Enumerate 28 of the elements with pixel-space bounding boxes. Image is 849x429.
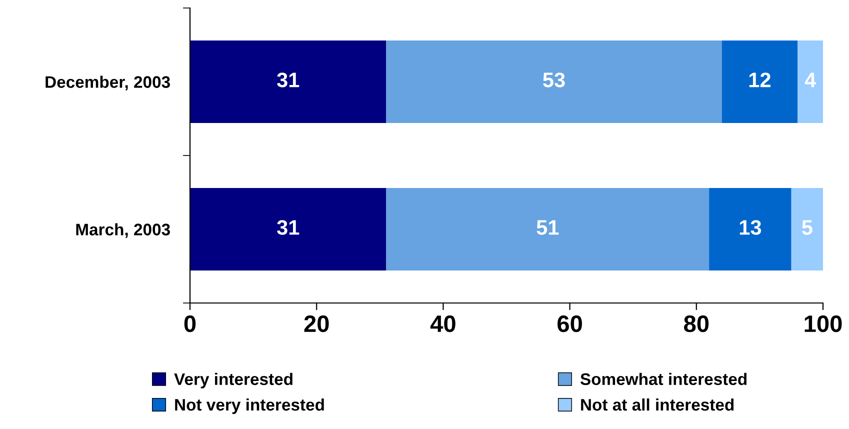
data-label: 31 [277,72,300,88]
bar [190,188,386,271]
x-tick-label: 80 [684,315,709,332]
data-label: 5 [802,220,812,235]
x-tick-label: 100 [804,315,842,332]
bar [722,40,798,124]
legend-label: Somewhat interested [580,372,747,386]
bar [709,188,792,271]
x-tick-label: 20 [304,315,329,332]
bar [386,40,722,124]
data-label: 51 [536,220,559,235]
bar [386,188,710,271]
legend-label: Not at all interested [581,398,734,411]
y-tick-label: December, 2003 [46,76,170,90]
data-label: 12 [749,72,770,88]
legend-label: Very interested [174,372,292,388]
bar [791,188,823,271]
data-label: 53 [543,72,565,88]
bar [798,40,823,124]
data-label: 31 [277,220,300,235]
x-tick-label: 60 [558,315,582,332]
legend-label: Not very interested [175,398,324,414]
data-label: 13 [740,220,762,235]
x-tick-label: 40 [430,315,456,332]
x-tick-label: 0 [184,315,196,332]
y-tick-label: March, 2003 [76,223,170,238]
bar [190,40,386,124]
data-label: 4 [804,72,816,88]
